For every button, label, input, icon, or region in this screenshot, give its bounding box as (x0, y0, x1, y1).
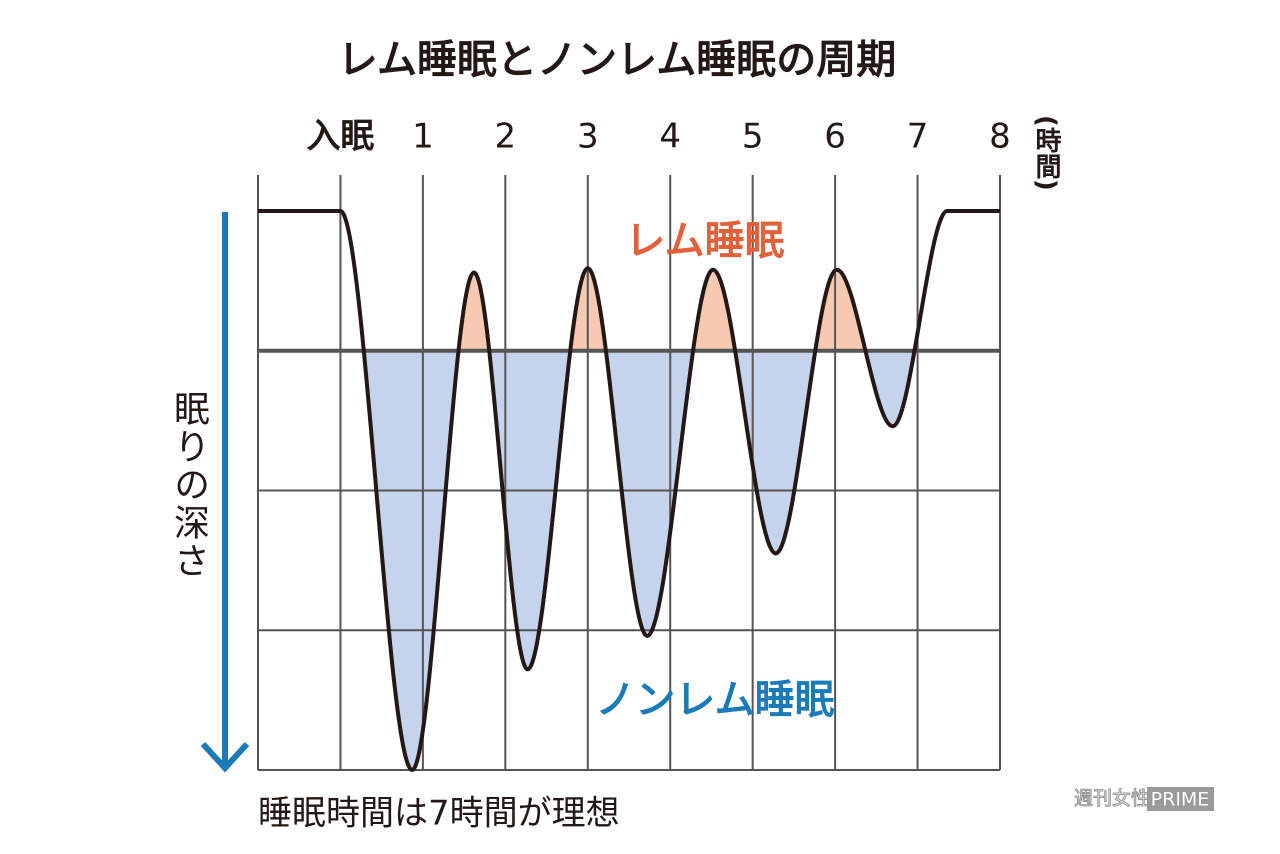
grid (257, 175, 1001, 771)
source-name: PRIME (1151, 789, 1210, 811)
x-axis-unit: (時間) (1031, 115, 1061, 191)
chart-title: レム睡眠とノンレム睡眠の周期 (338, 37, 896, 83)
x-tick-label: 入眠 (306, 117, 374, 157)
sleep-curve (257, 208, 1000, 773)
x-tick-label: 1 (412, 117, 434, 157)
annotation: レム睡眠 (625, 218, 784, 264)
x-tick-label: 5 (742, 117, 764, 157)
x-tick-label: 4 (659, 117, 681, 157)
annotation: ノンレム睡眠 (595, 677, 834, 723)
x-tick-label: 3 (577, 117, 599, 157)
depth-arrow-head (200, 741, 250, 773)
nonrem-area (258, 350, 1000, 770)
x-tick-label: 7 (907, 117, 929, 157)
source-brand: 週刊女性 (1074, 788, 1150, 810)
x-tick-label: 2 (495, 117, 517, 157)
caption: 睡眠時間は7時間が理想 (258, 794, 620, 834)
x-tick-label: 8 (989, 117, 1011, 157)
y-axis-label: 眠りの深さ (168, 390, 209, 580)
source-badge (1147, 787, 1214, 811)
x-tick-label: 6 (824, 117, 846, 157)
